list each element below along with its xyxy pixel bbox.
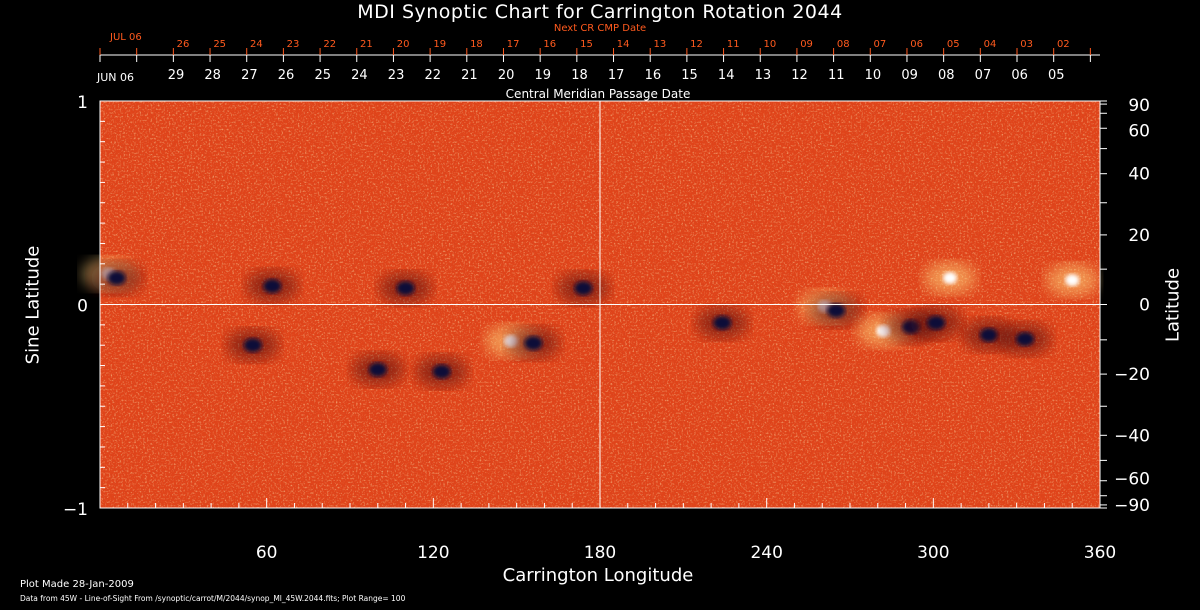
cmp-date-label: 06 — [1011, 68, 1028, 83]
cmp-date-label: 08 — [938, 68, 955, 83]
cmp-date-label: 18 — [571, 68, 588, 83]
next-cmp-date-label: 02 — [1057, 39, 1070, 50]
x-tick-label: 60 — [256, 543, 278, 563]
next-cmp-date-label: 11 — [727, 39, 740, 50]
cmp-date-label: 21 — [461, 68, 478, 83]
next-cmp-date-label: 16 — [543, 39, 556, 50]
y-tick-label-right: −90 — [1114, 496, 1150, 516]
next-cmp-date-label: 18 — [470, 39, 483, 50]
cmp-date-label: 14 — [718, 68, 735, 83]
next-cmp-date-label: 12 — [690, 39, 703, 50]
y-tick-label-right: −20 — [1114, 365, 1150, 385]
active-region-19 — [924, 262, 976, 295]
next-cmp-date-label: 04 — [984, 39, 997, 50]
next-cmp-date-label: 20 — [397, 39, 410, 50]
active-region-5 — [226, 329, 279, 362]
active-region-13 — [810, 294, 863, 327]
next-cmp-date-label: 08 — [837, 39, 850, 50]
cmp-date-label: 19 — [535, 68, 552, 83]
y-tick-label-left: −1 — [63, 500, 88, 520]
active-region-4 — [379, 272, 432, 305]
x-tick-label: 300 — [917, 543, 949, 563]
y-tick-label-right: 60 — [1128, 121, 1150, 141]
active-region-2 — [90, 262, 143, 295]
next-cmp-date-label: 10 — [764, 39, 777, 50]
y-tick-label-right: 90 — [1128, 96, 1150, 116]
next-cmp-date-label: 05 — [947, 39, 960, 50]
y-tick-label-left: 0 — [77, 297, 88, 317]
next-cmp-date-label: 21 — [360, 39, 373, 50]
active-region-20 — [1046, 264, 1099, 297]
active-region-10 — [557, 272, 610, 305]
x-tick-label: 120 — [417, 543, 449, 563]
cmp-date-label: 29 — [168, 68, 185, 83]
active-region-16 — [910, 306, 963, 339]
cmp-date-label: 16 — [645, 68, 662, 83]
next-cmp-date-label: 07 — [874, 39, 887, 50]
next-cmp-date-label: 24 — [250, 39, 263, 50]
cmp-axis-label: Central Meridian Passage Date — [505, 87, 691, 101]
cmp-date-label: 27 — [241, 68, 258, 83]
cmp-date-label: 23 — [388, 68, 405, 83]
next-cmp-date-label: 06 — [910, 39, 923, 50]
active-region-11 — [696, 306, 749, 339]
next-cmp-date-label: 03 — [1020, 39, 1033, 50]
active-region-7 — [415, 355, 468, 388]
cmp-month-label: JUN 06 — [97, 71, 135, 84]
next-cmp-date-label: 22 — [323, 39, 336, 50]
cmp-date-label: 07 — [975, 68, 992, 83]
next-cmp-date-label: 13 — [653, 39, 666, 50]
chart-title: MDI Synoptic Chart for Carrington Rotati… — [357, 1, 843, 23]
y-tick-label-right: 20 — [1128, 226, 1150, 246]
next-cmp-date-label: 26 — [177, 39, 190, 50]
active-region-18 — [999, 323, 1051, 356]
cmp-date-label: 09 — [901, 68, 918, 83]
cmp-date-label: 13 — [755, 68, 772, 83]
next-cmp-date-label: 17 — [507, 39, 520, 50]
cmp-date-label: 11 — [828, 68, 845, 83]
cmp-date-label: 05 — [1048, 68, 1065, 83]
next-cmp-date-label: 19 — [433, 39, 446, 50]
next-cmp-date-label: 14 — [617, 39, 630, 50]
active-region-6 — [351, 353, 404, 386]
cmp-date-label: 10 — [865, 68, 882, 83]
cmp-date-label: 17 — [608, 68, 625, 83]
cmp-date-label: 20 — [498, 68, 515, 83]
cmp-date-label: 12 — [791, 68, 808, 83]
active-region-3 — [246, 270, 299, 303]
next-cr-cmp-label: Next CR CMP Date — [553, 23, 647, 34]
y-tick-label-right: −40 — [1114, 426, 1150, 446]
x-tick-label: 360 — [1084, 543, 1116, 563]
x-axis-label: Carrington Longitude — [502, 565, 694, 586]
next-cmp-date-label: 23 — [287, 39, 300, 50]
next-cmp-date-label: 09 — [800, 39, 813, 50]
cmp-date-label: 26 — [278, 68, 295, 83]
x-tick-label: 240 — [750, 543, 782, 563]
cmp-date-label: 15 — [681, 68, 698, 83]
x-tick-label: 180 — [584, 543, 616, 563]
next-month-label: JUL 06 — [110, 32, 142, 43]
y-tick-label-right: 0 — [1139, 296, 1150, 316]
cmp-date-label: 28 — [204, 68, 221, 83]
data-source-note: Data from 45W - Line-of-Sight From /syno… — [20, 594, 406, 603]
next-cmp-date-label: 25 — [213, 39, 226, 50]
y-tick-label-left: 1 — [77, 93, 88, 113]
cmp-date-label: 25 — [314, 68, 331, 83]
y-tick-label-right: 40 — [1128, 165, 1150, 185]
active-region-9 — [507, 327, 560, 360]
cmp-date-label: 22 — [424, 68, 441, 83]
cmp-date-label: 24 — [351, 68, 368, 83]
y-tick-label-right: −60 — [1114, 470, 1150, 490]
plot-made-note: Plot Made 28-Jan-2009 — [20, 579, 134, 590]
next-cmp-date-label: 15 — [580, 39, 593, 50]
